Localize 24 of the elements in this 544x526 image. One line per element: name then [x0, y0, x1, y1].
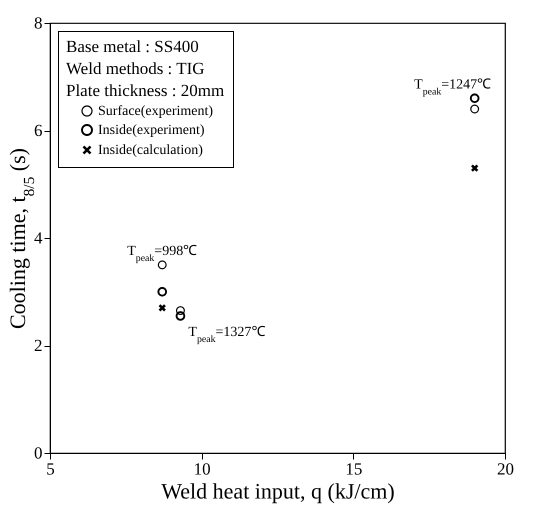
x-tick-label: 15 [345, 460, 362, 478]
annotation: T$_{peak}$=1327℃ [188, 324, 266, 344]
point [470, 93, 480, 104]
annotation: T$_{peak}$=998℃ [127, 244, 198, 264]
y-tick-label: 0 [34, 444, 42, 462]
legend-label: Inside(calculation) [98, 143, 204, 158]
x-tick-label: 10 [194, 460, 211, 478]
x-tick-label: 20 [497, 460, 514, 478]
x-axis-title: Weld heat input, q (kJ/cm) [161, 478, 395, 504]
legend-title: Base metal : SS400 Weld methods : TIG Plate thickness : 20mm [66, 37, 224, 100]
point [158, 260, 167, 270]
point [470, 104, 480, 114]
point [176, 311, 186, 321]
y-tick-label: 8 [34, 14, 42, 32]
point [158, 304, 166, 312]
legend-label: Inside(experiment) [98, 123, 205, 138]
point [176, 306, 185, 316]
y-tick-label: 6 [34, 121, 42, 140]
point [157, 286, 168, 297]
legend-label: Surface(experiment) [98, 104, 214, 119]
y-tick-label: 2 [34, 336, 42, 355]
x-tick-label: 5 [46, 460, 55, 478]
point [470, 164, 479, 172]
annotation: T$_{peak}$=1247℃ [414, 77, 492, 97]
